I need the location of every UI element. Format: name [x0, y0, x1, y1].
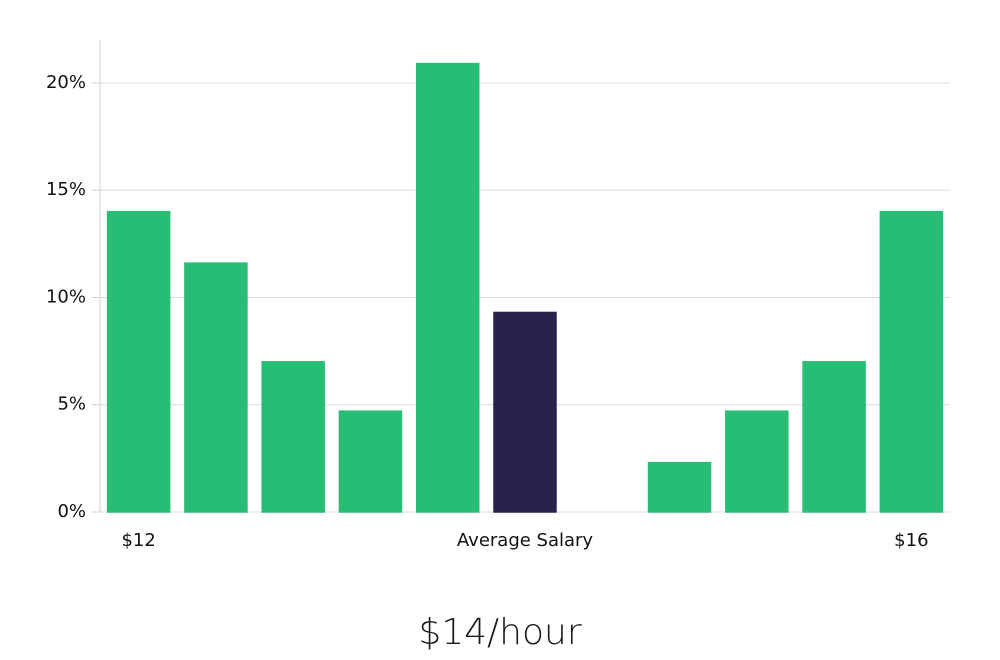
bar [802, 361, 866, 513]
y-tick-label: 5% [57, 394, 86, 415]
bar [647, 461, 712, 513]
y-tick-label: 10% [46, 286, 86, 307]
bar [261, 361, 325, 513]
chart-annotation: $14/hour [418, 612, 582, 653]
bar [415, 62, 480, 513]
bar [493, 311, 557, 513]
bar [879, 210, 944, 513]
y-tick-label: 0% [57, 501, 86, 522]
y-tick-label: 15% [46, 179, 86, 200]
bar [106, 210, 171, 513]
bar [184, 262, 248, 513]
y-tick-label: 20% [46, 72, 86, 93]
x-tick-label: $12 [121, 530, 155, 551]
x-tick-label: Average Salary [457, 530, 594, 551]
bar [338, 410, 403, 513]
bar [725, 410, 789, 513]
x-tick-label: $16 [894, 530, 928, 551]
